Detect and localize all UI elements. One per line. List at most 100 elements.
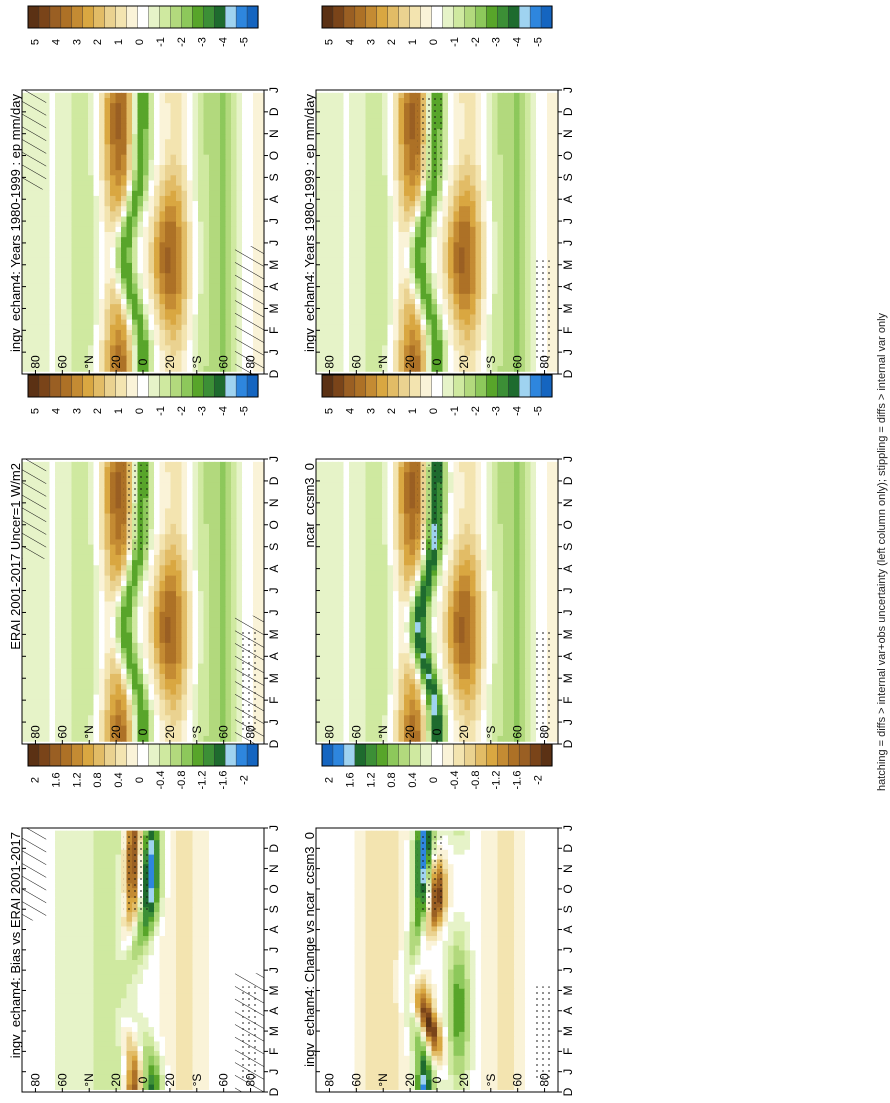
heatmap-cell bbox=[536, 92, 543, 99]
heatmap-cell bbox=[365, 180, 372, 187]
heatmap-cell bbox=[541, 159, 548, 166]
heatmap-cell bbox=[376, 257, 383, 264]
heatmap-cell bbox=[475, 329, 482, 336]
heatmap-cell bbox=[104, 355, 111, 362]
heatmap-cell bbox=[387, 97, 394, 104]
heatmap-cell bbox=[404, 252, 411, 259]
heatmap-cell bbox=[126, 237, 133, 243]
heatmap-cell bbox=[514, 257, 521, 264]
heatmap-cell bbox=[404, 232, 411, 238]
heatmap-cell bbox=[387, 226, 394, 233]
heatmap-cell bbox=[415, 257, 422, 264]
heatmap-cell bbox=[126, 123, 133, 130]
heatmap-cell bbox=[198, 268, 205, 274]
heatmap-cell bbox=[382, 134, 389, 140]
heatmap-cell bbox=[214, 329, 221, 336]
heatmap-cell bbox=[44, 180, 51, 187]
heatmap-cell bbox=[464, 206, 471, 212]
heatmap-cell bbox=[354, 113, 361, 120]
heatmap-cell bbox=[154, 262, 161, 269]
heatmap-cell bbox=[327, 314, 334, 321]
heatmap-cell bbox=[464, 324, 471, 331]
colorbar-segment bbox=[49, 5, 62, 29]
heatmap-cell bbox=[49, 134, 56, 140]
heatmap-cell bbox=[470, 190, 477, 197]
heatmap-cell bbox=[148, 180, 155, 187]
heatmap-cell bbox=[321, 118, 328, 125]
heatmap-cell bbox=[442, 175, 449, 182]
heatmap-cell bbox=[464, 180, 471, 187]
heatmap-cell bbox=[503, 355, 510, 362]
heatmap-cell bbox=[242, 128, 249, 135]
heatmap-cell bbox=[225, 149, 232, 156]
heatmap-cell bbox=[176, 108, 183, 115]
heatmap-cell bbox=[154, 329, 161, 336]
heatmap-cell bbox=[343, 92, 350, 99]
heatmap-cell bbox=[44, 154, 51, 161]
heatmap-cell bbox=[431, 221, 438, 228]
heatmap-cell bbox=[225, 144, 232, 151]
heatmap-cell bbox=[453, 335, 460, 341]
heatmap-cell bbox=[409, 185, 416, 192]
heatmap-cell bbox=[525, 324, 532, 331]
heatmap-cell bbox=[525, 195, 532, 202]
heatmap-cell bbox=[220, 242, 227, 249]
heatmap-cell bbox=[220, 201, 227, 207]
heatmap-cell bbox=[360, 288, 367, 295]
heatmap-cell bbox=[165, 252, 172, 259]
heatmap-cell bbox=[519, 201, 526, 207]
heatmap-cell bbox=[33, 201, 40, 207]
heatmap-cell bbox=[38, 221, 45, 228]
heatmap-cell bbox=[192, 216, 199, 223]
heatmap-cell bbox=[231, 345, 238, 352]
heatmap-cell bbox=[448, 92, 455, 99]
heatmap-cell bbox=[332, 211, 339, 218]
heatmap-cell bbox=[519, 329, 526, 336]
heatmap-cell bbox=[464, 288, 471, 295]
heatmap-cell bbox=[492, 118, 499, 125]
heatmap-cell bbox=[60, 257, 67, 264]
heatmap-cell bbox=[332, 226, 339, 233]
heatmap-cell bbox=[332, 304, 339, 310]
heatmap-cell bbox=[409, 180, 416, 187]
heatmap-cell bbox=[382, 329, 389, 336]
heatmap-cell bbox=[132, 314, 139, 321]
heatmap-cell bbox=[327, 97, 334, 104]
heatmap-cell bbox=[225, 113, 232, 120]
heatmap-cell bbox=[426, 195, 433, 202]
heatmap-cell bbox=[82, 226, 89, 233]
heatmap-cell bbox=[497, 309, 504, 316]
lat-tick-label: 80 bbox=[244, 355, 258, 369]
heatmap-cell bbox=[508, 108, 515, 115]
heatmap-cell bbox=[209, 180, 216, 187]
heatmap-cell bbox=[214, 190, 221, 197]
heatmap-cell bbox=[38, 350, 45, 357]
heatmap-cell bbox=[137, 97, 144, 104]
heatmap-cell bbox=[77, 345, 84, 352]
heatmap-cell bbox=[77, 190, 84, 197]
heatmap-cell bbox=[376, 185, 383, 192]
heatmap-cell bbox=[159, 154, 166, 161]
heatmap-cell bbox=[470, 366, 477, 372]
heatmap-cell bbox=[426, 293, 433, 300]
heatmap-cell bbox=[154, 170, 161, 176]
heatmap-cell bbox=[203, 360, 210, 367]
heatmap-cell bbox=[321, 139, 328, 145]
heatmap-cell bbox=[486, 170, 493, 176]
heatmap-cell bbox=[242, 149, 249, 156]
heatmap-cell bbox=[327, 170, 334, 176]
heatmap-cell bbox=[382, 139, 389, 145]
heatmap-cell bbox=[519, 134, 526, 140]
heatmap-cell bbox=[110, 461, 117, 468]
heatmap-cell bbox=[126, 314, 133, 321]
heatmap-cell bbox=[442, 252, 449, 259]
heatmap-cell bbox=[415, 247, 422, 254]
heatmap-cell bbox=[49, 324, 56, 331]
heatmap-cell bbox=[132, 293, 139, 300]
heatmap-cell bbox=[121, 366, 128, 372]
heatmap-cell bbox=[409, 128, 416, 135]
heatmap-cell bbox=[181, 123, 188, 130]
heatmap-cell bbox=[437, 195, 444, 202]
heatmap-cell bbox=[121, 128, 128, 135]
heatmap-cell bbox=[393, 319, 400, 326]
